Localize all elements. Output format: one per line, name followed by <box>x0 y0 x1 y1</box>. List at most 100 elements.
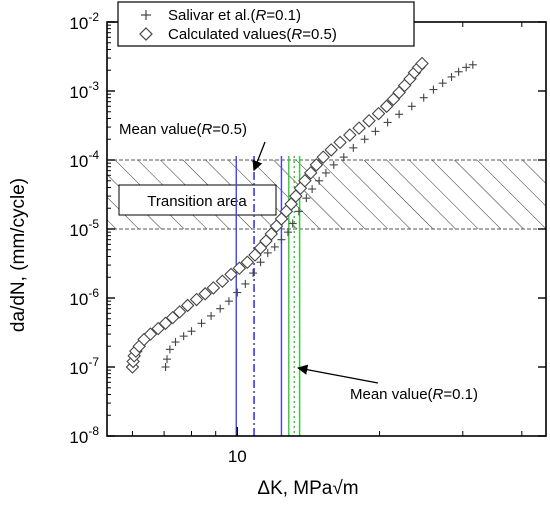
series-1-point-18 <box>240 255 255 270</box>
y-tick-base-6: 10 <box>69 14 88 33</box>
series-1-point-33 <box>324 143 338 157</box>
transition-area-label-box <box>118 184 277 216</box>
y-tick-label-3: 10-5 <box>69 217 99 240</box>
series-0-point-16 <box>277 235 286 244</box>
annotation-0-text-italic: R <box>202 121 213 138</box>
legend-diamond-marker <box>139 27 153 41</box>
series-0-point-17 <box>283 228 292 237</box>
series-1-point-12 <box>189 292 204 307</box>
legend-entry-0-italic: R <box>256 7 267 24</box>
series-1 <box>125 56 429 374</box>
series-0-point-8 <box>216 304 225 313</box>
series-0-point-34 <box>438 79 447 88</box>
series-1-point-29 <box>298 173 312 188</box>
series-0-point-14 <box>263 248 272 257</box>
y-tick-base-5: 10 <box>69 83 88 102</box>
annotations: Mean value(R=0.5)Mean value(R=0.1) <box>117 116 544 406</box>
series-0 <box>161 60 477 371</box>
series-0-point-1 <box>163 355 172 364</box>
series-1-point-10 <box>172 305 187 319</box>
series-0-point-5 <box>187 327 196 336</box>
x-tick-label-0: 10 <box>228 447 247 466</box>
annotation-1-arrow <box>297 364 379 384</box>
series-0-point-21 <box>308 184 317 193</box>
plot-area: Transition area 10-810-710-610-510-410-3… <box>69 1 547 466</box>
series-0-point-20 <box>302 194 311 203</box>
y-tick-exp-1: -7 <box>88 355 99 369</box>
y-tick-label-2: 10-6 <box>69 286 99 309</box>
series-1-point-30 <box>303 166 318 180</box>
y-tick-label-6: 10-2 <box>69 10 99 33</box>
series-1-point-46 <box>415 56 429 71</box>
y-tick-base-0: 10 <box>69 428 88 447</box>
annotation-1-bg <box>348 382 544 406</box>
y-tick-exp-4: -4 <box>88 148 99 162</box>
annotation-1-text-suffix: =0.1) <box>443 386 478 403</box>
series-0-point-24 <box>329 160 338 169</box>
series-0-point-27 <box>360 135 369 144</box>
y-tick-exp-2: -6 <box>88 286 99 300</box>
series-0-point-28 <box>371 127 380 136</box>
series-1-point-6 <box>143 327 158 341</box>
series-0-point-12 <box>249 269 258 278</box>
y-tick-exp-0: -8 <box>88 424 99 438</box>
y-tick-exp-3: -5 <box>88 217 99 231</box>
y-tick-exp-6: -2 <box>88 10 99 24</box>
series-1-point-39 <box>379 99 394 114</box>
series-0-point-0 <box>161 363 170 371</box>
annotation-0-text: Mean value(R=0.5) <box>119 121 247 138</box>
y-tick-base-3: 10 <box>69 221 88 240</box>
series-0-point-2 <box>165 345 174 354</box>
y-tick-exp-5: -3 <box>88 79 99 93</box>
legend-entry-1-italic: R <box>291 26 302 43</box>
series-0-point-35 <box>447 72 456 81</box>
annotation-0-text-suffix: =0.5) <box>212 121 247 138</box>
legend-box <box>117 1 415 47</box>
y-tick-base-1: 10 <box>69 359 88 378</box>
series-1-point-15 <box>215 274 230 289</box>
series-0-point-31 <box>407 102 416 111</box>
annotation-0-bg <box>117 116 305 142</box>
legend-entry-1-suffix: =0.5) <box>302 26 337 43</box>
y-tick-label-0: 10-8 <box>69 424 99 447</box>
series-layer <box>125 56 477 374</box>
legend-entry-0: Salivar et al.(R=0.1) <box>168 7 301 24</box>
series-1-point-11 <box>180 298 195 313</box>
series-0-point-30 <box>395 110 404 119</box>
annotation-0-arrow <box>252 141 266 172</box>
transition-area-label: Transition area <box>147 193 247 210</box>
legend-entry-1: Calculated values(R=0.5) <box>168 26 337 43</box>
series-0-point-23 <box>321 168 330 177</box>
series-0-point-25 <box>339 153 348 162</box>
series-0-point-26 <box>349 143 358 152</box>
series-1-point-35 <box>343 128 357 142</box>
annotation-1-text-italic: R <box>433 386 444 403</box>
y-tick-base-4: 10 <box>69 152 88 171</box>
y-tick-base-2: 10 <box>69 290 88 309</box>
series-0-point-33 <box>429 85 438 94</box>
series-0-point-38 <box>468 60 477 69</box>
series-0-point-15 <box>270 242 279 251</box>
series-1-point-13 <box>198 287 212 301</box>
series-1-point-31 <box>309 158 324 172</box>
series-0-point-32 <box>419 93 428 102</box>
legend-entry-0-suffix: =0.1) <box>266 7 301 24</box>
legend-entry-0-prefix: Salivar et al.( <box>168 7 256 24</box>
x-axis-label: ΔK, MPa√m <box>257 478 358 499</box>
y-tick-label-4: 10-4 <box>69 148 99 171</box>
transition-area: Transition area <box>107 159 546 230</box>
series-0-point-22 <box>315 176 324 185</box>
series-0-point-10 <box>233 288 242 297</box>
series-0-point-13 <box>256 258 265 267</box>
series-1-point-14 <box>206 281 221 295</box>
series-1-point-32 <box>316 150 331 164</box>
y-tick-label-5: 10-3 <box>69 79 99 102</box>
series-0-point-18 <box>288 219 297 228</box>
axis-ticks: 10-810-710-610-510-410-310-210 <box>69 10 546 466</box>
annotation-1-text-prefix: Mean value( <box>350 386 433 403</box>
series-1-point-34 <box>333 135 347 150</box>
series-1-point-22 <box>264 227 279 241</box>
series-1-point-8 <box>158 316 173 331</box>
series-1-point-38 <box>371 106 386 121</box>
